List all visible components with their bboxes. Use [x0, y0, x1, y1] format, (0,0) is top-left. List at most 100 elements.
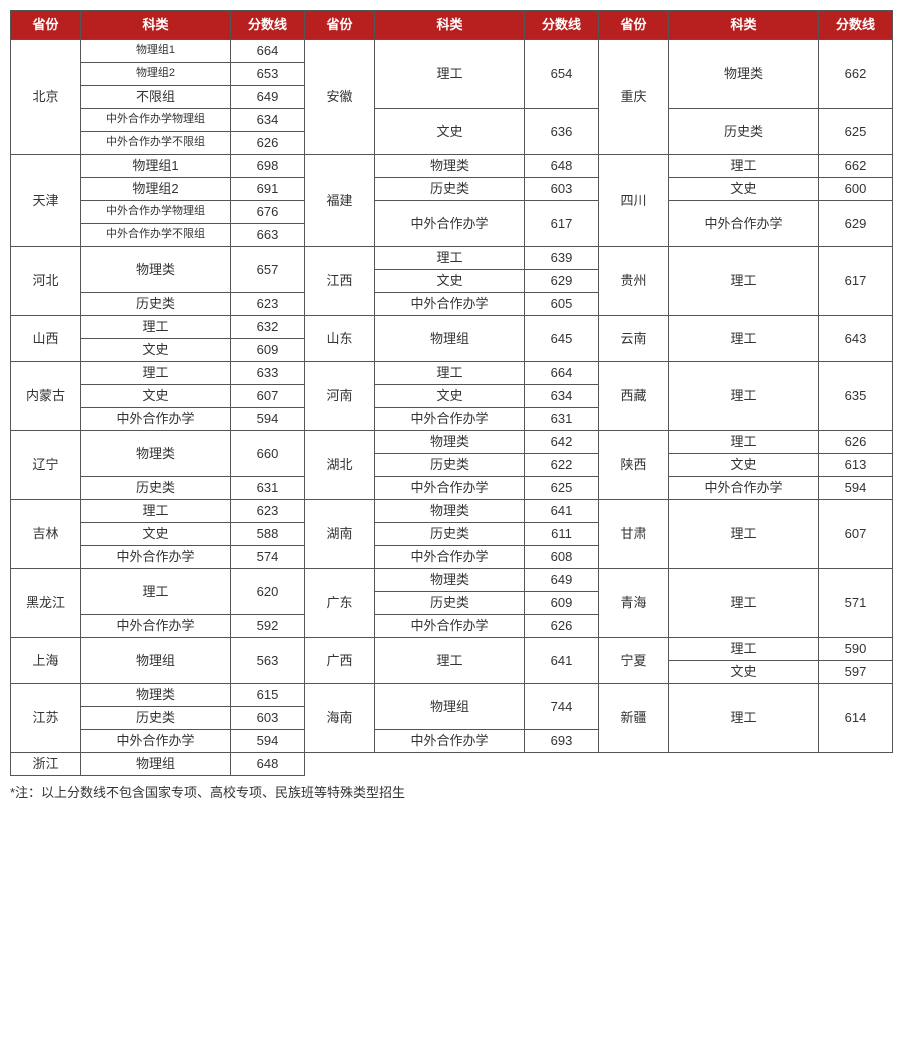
score-cell: 654 — [525, 40, 599, 109]
score-cell: 594 — [819, 477, 893, 500]
subject-cell: 文史 — [81, 339, 231, 362]
subject-cell: 文史 — [669, 661, 819, 684]
province-cell: 吉林 — [11, 500, 81, 569]
score-cell: 676 — [231, 201, 305, 224]
province-cell: 河北 — [11, 247, 81, 316]
province-cell: 云南 — [599, 316, 669, 362]
score-cell: 609 — [231, 339, 305, 362]
province-cell: 山西 — [11, 316, 81, 362]
subject-cell: 理工 — [669, 155, 819, 178]
subject-cell: 历史类 — [375, 592, 525, 615]
subject-cell: 物理组1 — [81, 40, 231, 63]
score-cell: 660 — [231, 431, 305, 477]
subject-cell: 中外合作办学 — [81, 546, 231, 569]
score-cell: 629 — [819, 201, 893, 247]
subject-cell: 中外合作办学 — [375, 408, 525, 431]
subject-cell: 理工 — [81, 316, 231, 339]
province-cell: 甘肃 — [599, 500, 669, 569]
subject-cell: 文史 — [81, 385, 231, 408]
province-cell: 浙江 — [11, 753, 81, 776]
province-cell — [305, 753, 375, 776]
province-cell: 青海 — [599, 569, 669, 638]
province-cell: 安徽 — [305, 40, 375, 155]
header-subject: 科类 — [375, 11, 525, 40]
subject-cell: 中外合作办学 — [375, 730, 525, 753]
subject-cell: 中外合作办学 — [81, 615, 231, 638]
score-cell: 648 — [525, 155, 599, 178]
subject-cell: 历史类 — [375, 454, 525, 477]
header-score: 分数线 — [231, 11, 305, 40]
province-cell: 贵州 — [599, 247, 669, 316]
subject-cell: 中外合作办学物理组 — [81, 201, 231, 224]
subject-cell — [669, 753, 819, 776]
score-cell: 698 — [231, 155, 305, 178]
subject-cell: 物理类 — [81, 431, 231, 477]
subject-cell: 中外合作办学物理组 — [81, 109, 231, 132]
score-cell: 744 — [525, 684, 599, 730]
score-cell: 645 — [525, 316, 599, 362]
score-cell: 617 — [819, 247, 893, 316]
province-cell: 福建 — [305, 155, 375, 247]
footnote: *注：以上分数线不包含国家专项、高校专项、民族班等特殊类型招生 — [10, 782, 892, 801]
province-cell — [599, 753, 669, 776]
score-cell: 643 — [819, 316, 893, 362]
subject-cell: 物理类 — [81, 247, 231, 293]
score-cell: 625 — [525, 477, 599, 500]
table-row: 内蒙古理工633河南理工664西藏理工635 — [11, 362, 893, 385]
score-cell: 626 — [231, 132, 305, 155]
subject-cell: 物理类 — [375, 431, 525, 454]
subject-cell: 物理组2 — [81, 63, 231, 86]
subject-cell: 物理类 — [375, 569, 525, 592]
score-cell: 617 — [525, 201, 599, 247]
score-cell: 625 — [819, 109, 893, 155]
subject-cell: 历史类 — [81, 293, 231, 316]
score-cell: 622 — [525, 454, 599, 477]
province-cell: 广西 — [305, 638, 375, 684]
score-cell — [525, 753, 599, 776]
score-cell: 641 — [525, 638, 599, 684]
score-cell: 623 — [231, 500, 305, 523]
province-cell: 辽宁 — [11, 431, 81, 500]
subject-cell: 历史类 — [81, 707, 231, 730]
subject-cell: 物理组 — [81, 753, 231, 776]
score-cell: 597 — [819, 661, 893, 684]
header-province: 省份 — [11, 11, 81, 40]
score-cell: 629 — [525, 270, 599, 293]
province-cell: 内蒙古 — [11, 362, 81, 431]
score-cell: 563 — [231, 638, 305, 684]
table-row: 北京物理组1664安徽理工654重庆物理类662 — [11, 40, 893, 63]
table-row: 黑龙江理工620广东物理类649青海理工571 — [11, 569, 893, 592]
score-cell: 605 — [525, 293, 599, 316]
subject-cell: 物理类 — [375, 155, 525, 178]
subject-cell: 历史类 — [375, 523, 525, 546]
subject-cell: 理工 — [669, 500, 819, 569]
score-cell: 693 — [525, 730, 599, 753]
header-subject: 科类 — [81, 11, 231, 40]
table-row: 中外合作办学物理组676中外合作办学617中外合作办学629 — [11, 201, 893, 224]
province-cell: 四川 — [599, 155, 669, 247]
score-cell: 592 — [231, 615, 305, 638]
score-cell: 609 — [525, 592, 599, 615]
score-cell: 649 — [231, 86, 305, 109]
score-cell: 626 — [819, 431, 893, 454]
table-row: 辽宁物理类660湖北物理类642陕西理工626 — [11, 431, 893, 454]
score-cell: 664 — [231, 40, 305, 63]
subject-cell: 中外合作办学 — [669, 201, 819, 247]
subject-cell: 历史类 — [375, 178, 525, 201]
score-cell: 664 — [525, 362, 599, 385]
header-score: 分数线 — [819, 11, 893, 40]
subject-cell: 文史 — [669, 454, 819, 477]
subject-cell: 理工 — [81, 569, 231, 615]
subject-cell: 文史 — [375, 385, 525, 408]
province-cell: 陕西 — [599, 431, 669, 500]
subject-cell: 中外合作办学 — [375, 546, 525, 569]
subject-cell: 物理组1 — [81, 155, 231, 178]
province-cell: 海南 — [305, 684, 375, 753]
table-row: 天津物理组1698福建物理类648四川理工662 — [11, 155, 893, 178]
table-row: 河北物理类657江西理工639贵州理工617 — [11, 247, 893, 270]
province-cell: 北京 — [11, 40, 81, 155]
subject-cell: 理工 — [669, 569, 819, 638]
table-row: 吉林理工623湖南物理类641甘肃理工607 — [11, 500, 893, 523]
province-cell: 上海 — [11, 638, 81, 684]
score-cell: 642 — [525, 431, 599, 454]
